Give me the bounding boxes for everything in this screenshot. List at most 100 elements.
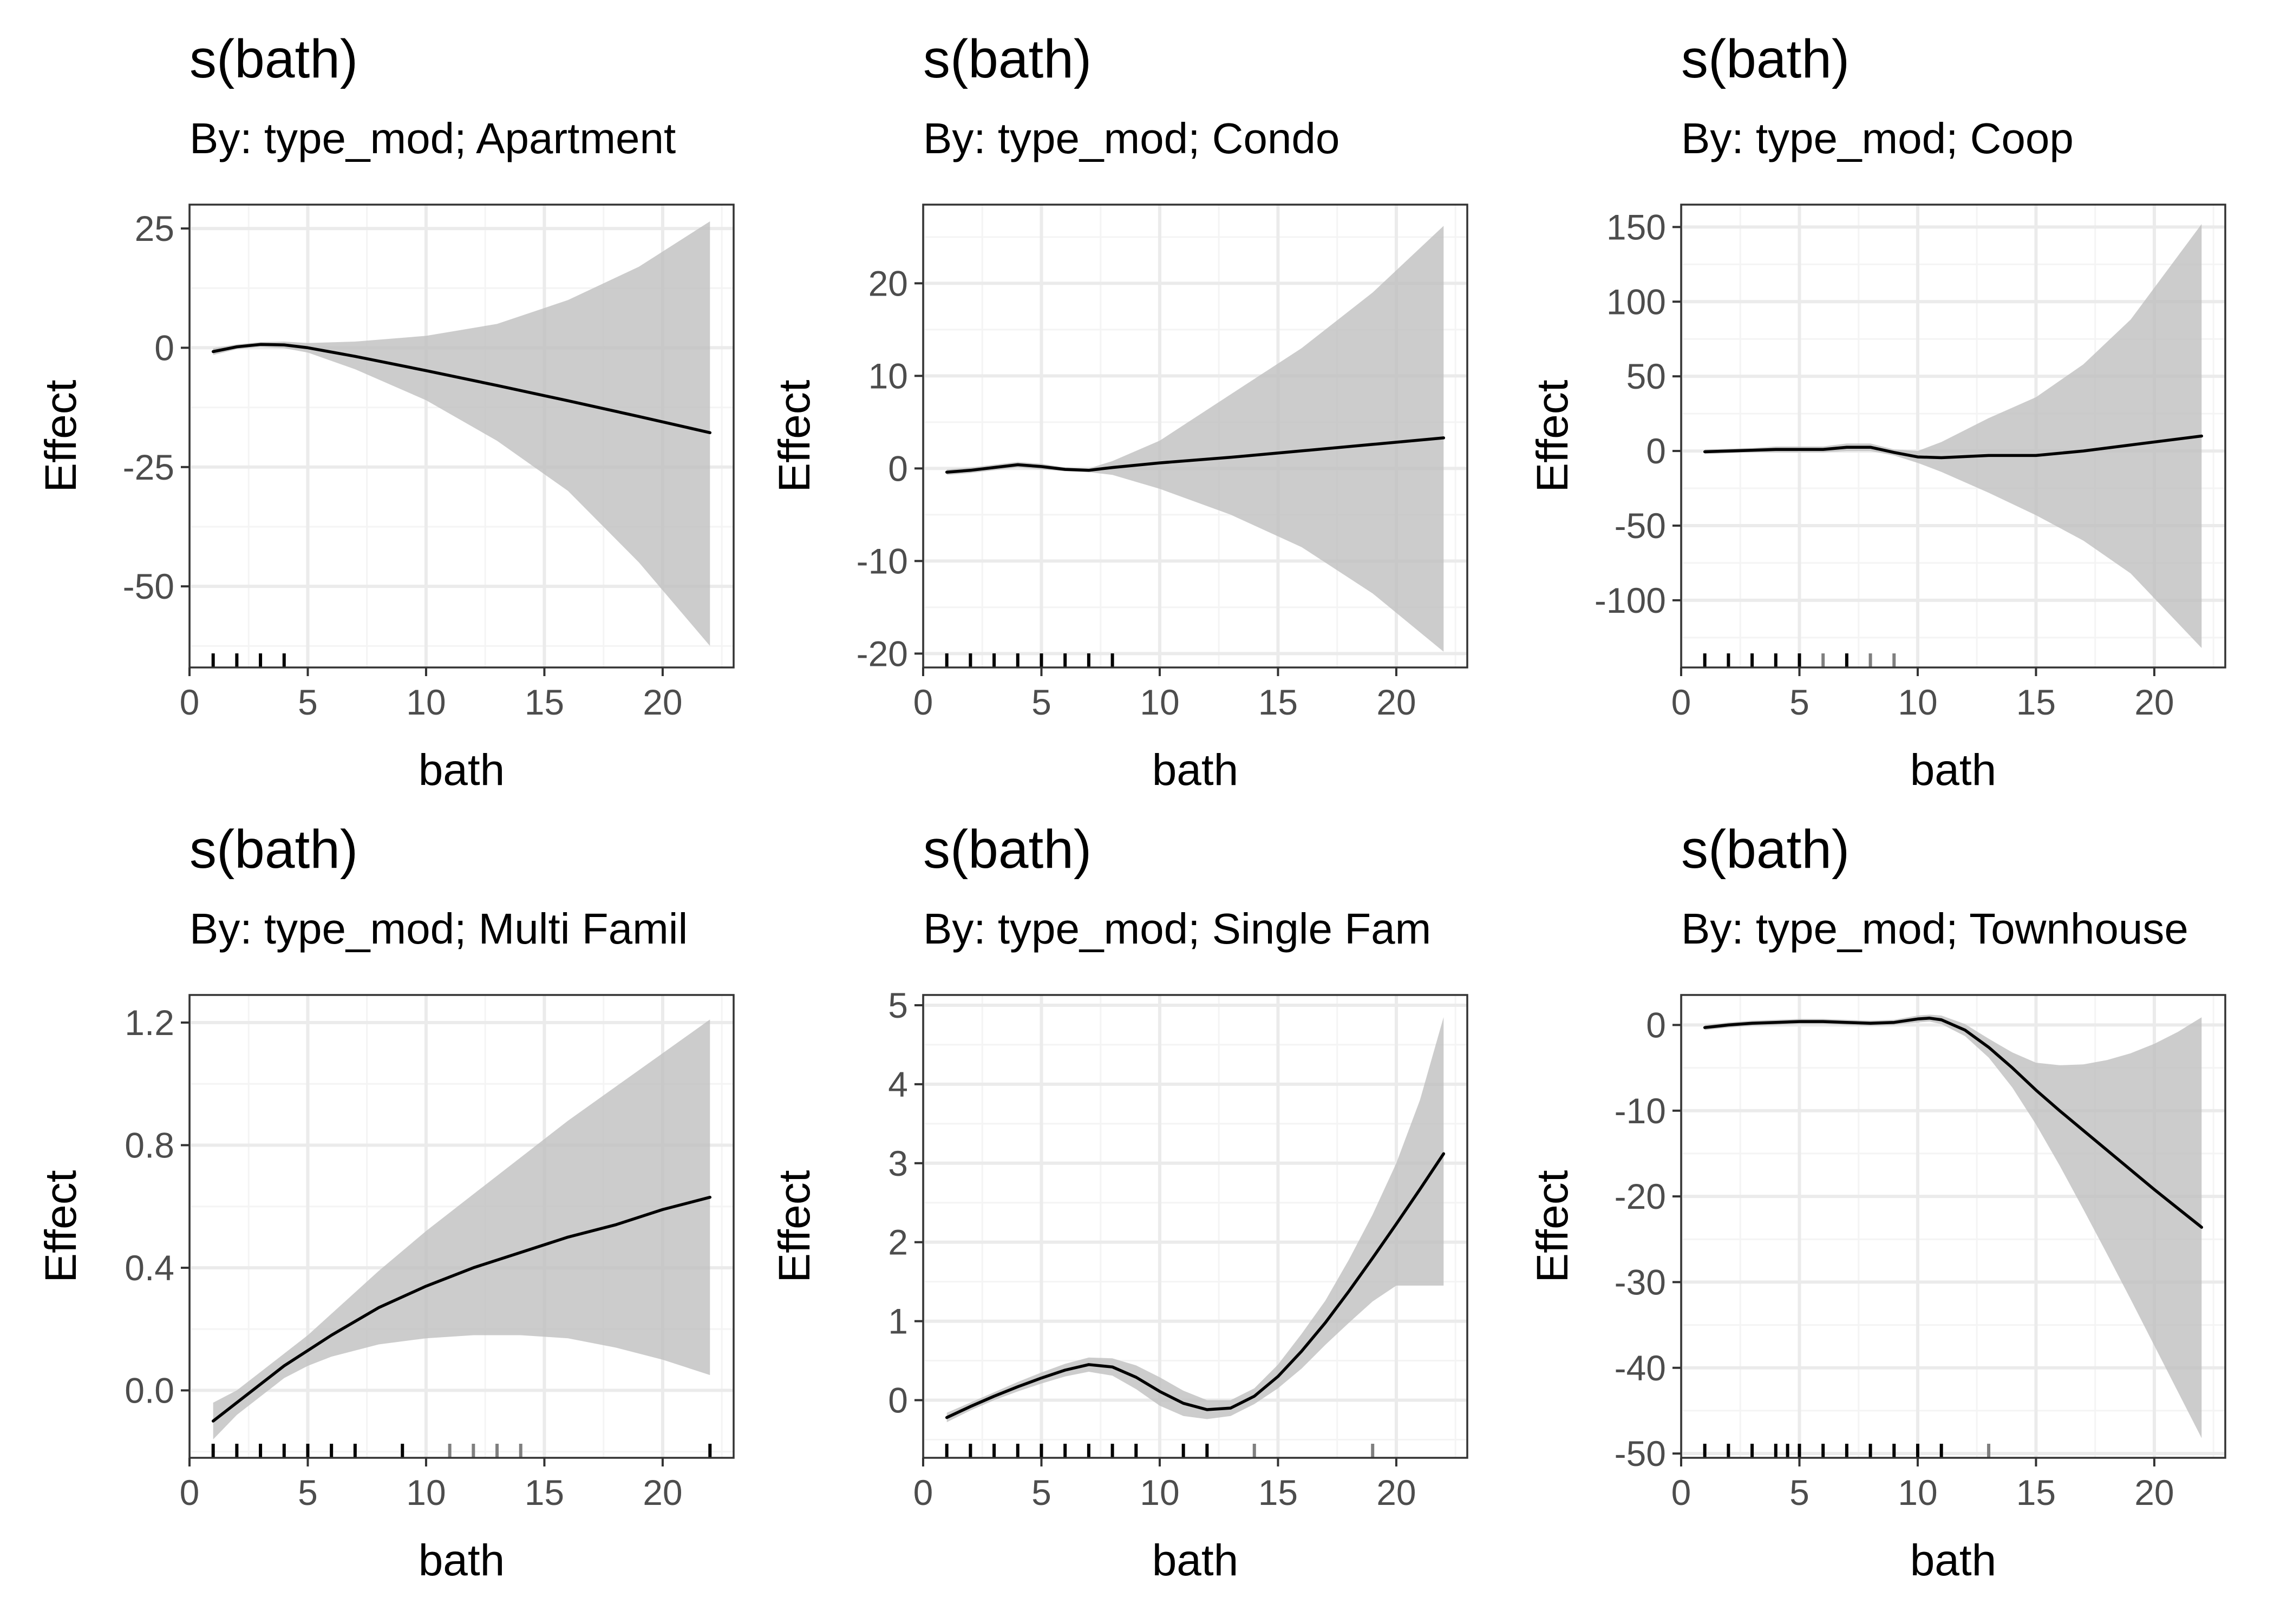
x-tick-label: 20 — [1376, 682, 1416, 722]
chart-subtitle: By: type_mod; Condo — [923, 114, 1339, 162]
y-tick-label: -20 — [1615, 1176, 1666, 1216]
y-tick-label: 2 — [888, 1222, 908, 1262]
x-tick-label: 0 — [180, 682, 200, 722]
y-tick-label: 0 — [1646, 1005, 1666, 1045]
x-tick-label: 10 — [406, 1472, 446, 1512]
x-tick-label: 15 — [2016, 1472, 2056, 1512]
chart-subtitle: By: type_mod; Apartment — [190, 114, 676, 162]
y-tick-label: -50 — [1615, 506, 1666, 546]
x-axis-title: bath — [419, 1536, 505, 1585]
chart-title: s(bath) — [923, 819, 1092, 880]
y-tick-label: 1.2 — [125, 1003, 174, 1043]
y-tick-label: 0 — [1646, 431, 1666, 471]
y-axis-title: Effect — [36, 379, 86, 492]
smooth-effect-line — [211, 343, 712, 435]
y-tick-label: -50 — [123, 566, 174, 606]
x-tick-label: 15 — [525, 682, 564, 722]
confidence-band — [213, 221, 710, 646]
x-tick-label: 0 — [1671, 682, 1691, 722]
y-tick-label: -100 — [1595, 580, 1666, 620]
x-tick-label: 5 — [298, 1472, 318, 1512]
chart-subtitle: By: type_mod; Coop — [1681, 114, 2074, 162]
x-tick-label: 15 — [525, 1472, 564, 1512]
y-tick-label: -50 — [1615, 1433, 1666, 1474]
plot-area — [923, 995, 1467, 1458]
y-tick-label: 0.0 — [125, 1370, 174, 1410]
x-tick-label: 10 — [406, 682, 446, 722]
x-tick-label: 20 — [2134, 682, 2174, 722]
smooth-effect-line — [1703, 1017, 2204, 1229]
x-tick-label: 15 — [2016, 682, 2056, 722]
plot-area — [1681, 995, 2225, 1458]
smooth-effect-line — [945, 436, 1446, 474]
confidence-band — [1704, 224, 2202, 649]
y-tick-label: 20 — [868, 263, 908, 303]
y-tick-label: 0 — [888, 448, 908, 488]
chart-panel-1: s(bath) By: type_mod; Apartment 0 5 10 15 20 25… — [36, 29, 735, 795]
y-tick-label: 25 — [135, 208, 174, 248]
x-tick-label: 5 — [1789, 1472, 1809, 1512]
y-tick-label: 0 — [154, 328, 174, 368]
chart-panel-4: s(bath) By: type_mod; Multi Famil 0 5 10 15 20… — [36, 819, 735, 1585]
x-tick-label: 15 — [1258, 1472, 1298, 1512]
x-tick-label: 5 — [298, 682, 318, 722]
y-tick-label: 100 — [1606, 281, 1666, 322]
y-axis-title: Effect — [36, 1170, 86, 1282]
y-tick-label: -40 — [1615, 1348, 1666, 1388]
x-axis-title: bath — [1152, 745, 1239, 795]
y-tick-label: 3 — [888, 1143, 908, 1183]
x-tick-label: 10 — [1140, 1472, 1179, 1512]
y-tick-label: 10 — [868, 356, 908, 396]
x-tick-label: 0 — [1671, 1472, 1691, 1512]
chart-title: s(bath) — [190, 819, 358, 880]
x-tick-label: 0 — [180, 1472, 200, 1512]
chart-panel-3: s(bath) By: type_mod; Coop 0 5 10 15 20 150 100 5… — [1528, 29, 2226, 795]
y-axis-title: Effect — [1528, 379, 1577, 492]
smooth-effect-line — [211, 1195, 712, 1423]
chart-subtitle: By: type_mod; Multi Famil — [190, 905, 688, 953]
chart-title: s(bath) — [1681, 29, 1850, 89]
x-tick-label: 10 — [1898, 682, 1937, 722]
confidence-band — [1704, 1014, 2202, 1438]
confidence-band — [946, 1017, 1444, 1423]
x-tick-label: 15 — [1258, 682, 1298, 722]
x-tick-label: 20 — [2134, 1472, 2174, 1512]
y-tick-label: 0.8 — [125, 1125, 174, 1165]
y-tick-label: 4 — [888, 1064, 908, 1104]
panel-border — [1680, 994, 2226, 1459]
panel-border — [188, 204, 735, 669]
smooth-effect-line — [1703, 434, 2204, 460]
y-axis-title: Effect — [770, 1170, 819, 1282]
plot-area — [923, 205, 1467, 667]
x-tick-label: 0 — [913, 1472, 933, 1512]
y-tick-label: -20 — [857, 633, 908, 673]
plot-area — [190, 205, 734, 667]
chart-subtitle: By: type_mod; Townhouse — [1681, 905, 2188, 953]
x-tick-label: 5 — [1789, 682, 1809, 722]
x-axis-title: bath — [1910, 1536, 1997, 1585]
x-axis-title: bath — [1152, 1536, 1239, 1585]
x-tick-label: 20 — [643, 682, 682, 722]
panel-border — [188, 994, 735, 1459]
y-axis-title: Effect — [770, 379, 819, 492]
x-tick-label: 0 — [913, 682, 933, 722]
chart-subtitle: By: type_mod; Single Fam — [923, 905, 1431, 953]
x-axis-title: bath — [419, 745, 505, 795]
plot-area — [1681, 205, 2225, 667]
chart-title: s(bath) — [923, 29, 1092, 89]
x-tick-label: 10 — [1898, 1472, 1937, 1512]
panel-border — [1680, 204, 2226, 669]
plot-area — [190, 995, 734, 1458]
panel-border — [922, 204, 1468, 669]
y-tick-label: -25 — [123, 447, 174, 487]
confidence-band — [946, 226, 1444, 652]
y-tick-label: 0.4 — [125, 1248, 174, 1288]
y-tick-label: 1 — [888, 1301, 908, 1341]
chart-title: s(bath) — [1681, 819, 1850, 880]
x-tick-label: 20 — [1376, 1472, 1416, 1512]
x-tick-label: 5 — [1031, 682, 1051, 722]
